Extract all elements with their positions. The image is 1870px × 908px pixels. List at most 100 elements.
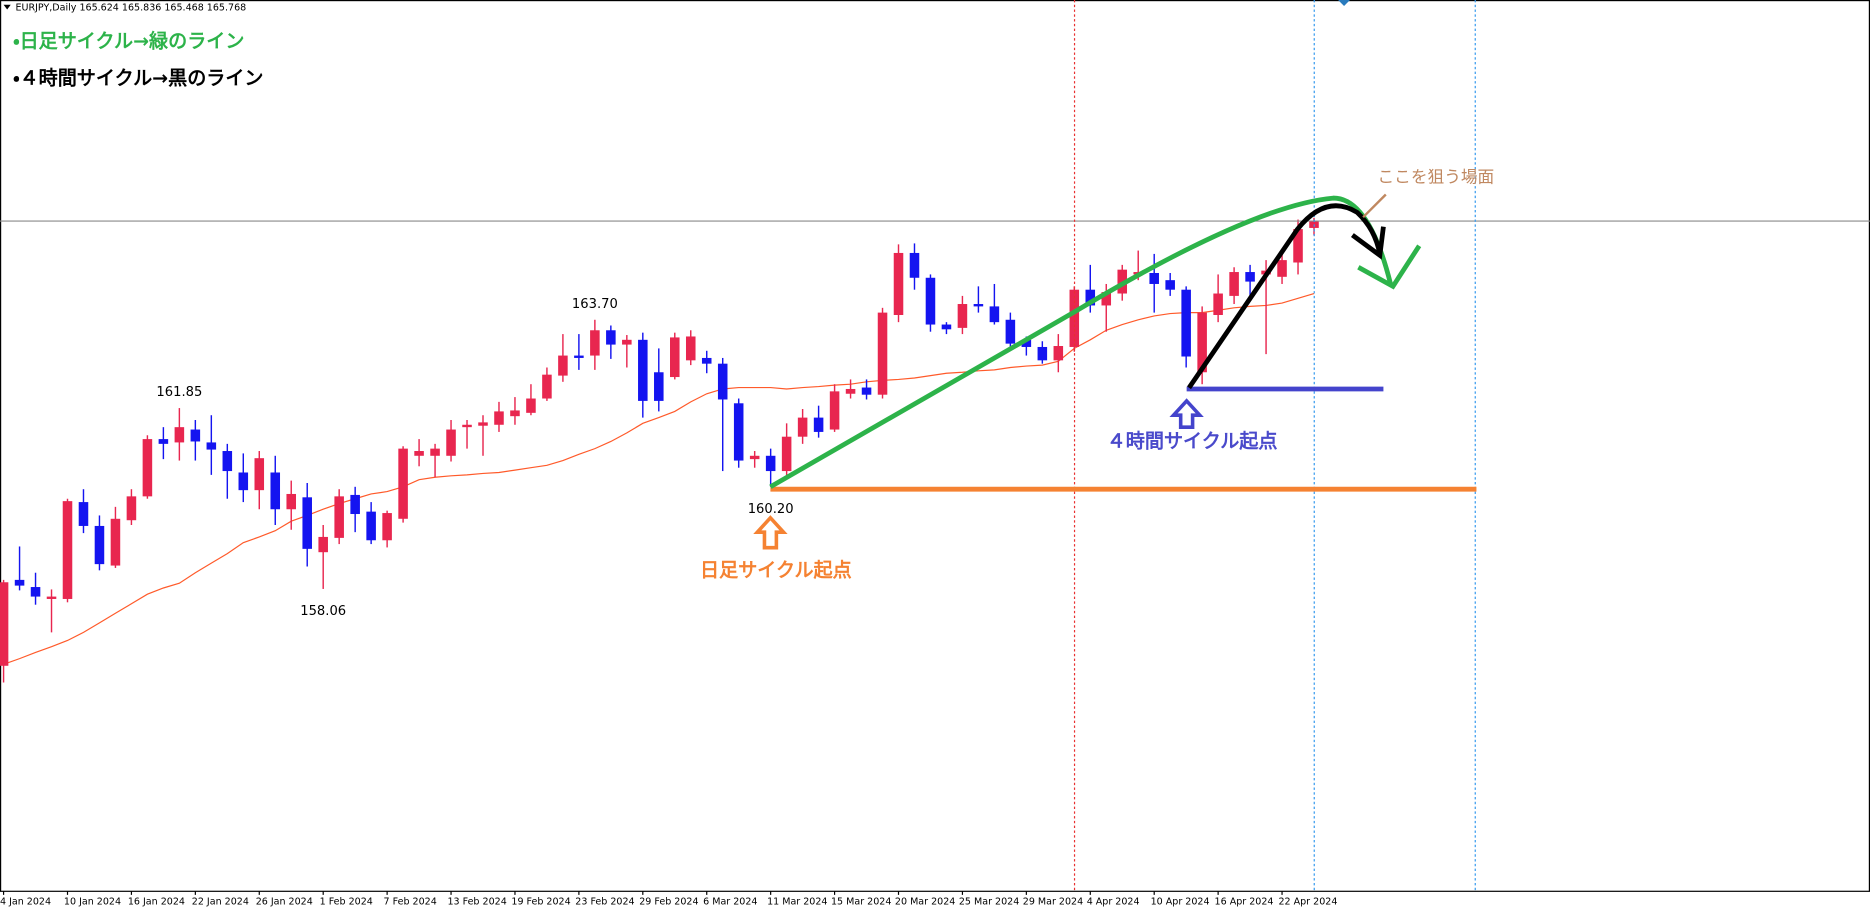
x-tick-label: 29 Feb 2024 [639,896,698,907]
candle-body [350,494,360,515]
candle-body [1005,319,1016,344]
price-label: 163.70 [572,297,618,312]
candle-body [254,458,265,491]
candle-body [1181,289,1191,357]
x-tick-label: 1 Feb 2024 [320,896,373,907]
candle-body [190,429,201,442]
candle-body [1085,289,1096,306]
candle-body [1069,289,1080,347]
candle-body [158,439,169,444]
candle-body [286,493,297,510]
x-tick-label: 19 Feb 2024 [511,896,570,907]
h4-cycle-curve [1187,203,1383,390]
callout-text: ここを狙う場面 [1377,167,1494,187]
price-label: 161.85 [156,385,202,400]
x-tick-label: 22 Apr 2024 [1278,896,1337,907]
candle-body [590,330,600,356]
candle-body [142,439,153,497]
candle-body [1245,272,1255,282]
shift-marker [1338,0,1351,6]
candle-body [478,422,488,426]
candle-body [877,312,888,395]
x-tick-label: 4 Apr 2024 [1087,896,1140,907]
candle-body [1293,229,1303,263]
candle-body [382,513,392,541]
x-tick-label: 11 Mar 2024 [767,896,827,907]
x-tick-label: 29 Mar 2024 [1023,896,1083,907]
up-arrow [1169,398,1204,429]
candle-body [1149,272,1159,284]
candle-body [318,536,328,553]
candle-body [925,277,936,325]
candle-body [765,455,776,472]
open-price: 165.624 [79,3,118,14]
candle-body [941,324,952,330]
candle-body [494,411,504,425]
candle-body [685,336,696,361]
candle-body [1229,272,1239,296]
candle-body [302,497,312,549]
candle-body [1197,312,1207,373]
x-tick-label: 6 Mar 2024 [703,896,757,907]
candle-body [414,451,424,456]
candle-body [1053,346,1064,361]
candle-body [366,511,376,541]
candle-body [845,388,856,394]
candle-body [797,417,808,437]
candle-body [957,304,968,328]
candle-body [813,417,824,432]
candle-body [430,448,440,456]
candle-body [126,496,137,521]
x-tick-label: 25 Mar 2024 [959,896,1019,907]
candle-body [542,374,552,399]
x-tick-label: 7 Feb 2024 [384,896,437,907]
x-tick-label: 10 Jan 2024 [64,896,121,907]
callout-line [1362,193,1387,219]
candle-body [46,596,57,599]
x-tick-label: 20 Mar 2024 [895,896,955,907]
x-tick-label: 16 Jan 2024 [128,896,185,907]
high-price: 165.836 [122,3,161,14]
candle-body [1277,260,1287,277]
candle-body [749,455,760,460]
x-tick-label: 13 Feb 2024 [447,896,506,907]
candle-body [334,496,344,538]
x-tick-label: 16 Apr 2024 [1215,896,1274,907]
low-price: 165.468 [164,3,203,14]
candle-body [622,339,632,345]
candle-body [829,391,840,430]
candle-body [510,410,520,417]
legend-note: ・日足サイクル→緑のライン [13,30,244,53]
candle-body [78,502,89,526]
candle-body [62,501,73,599]
candle-body [462,424,472,428]
candle-body [670,337,680,378]
x-tick-label: 23 Feb 2024 [575,896,634,907]
candle-body [14,579,25,586]
price-label: 160.20 [748,502,794,517]
candle-body [174,427,185,443]
candle-body [558,355,568,376]
symbol-title: EURJPY,Daily [16,3,77,14]
close-price: 165.768 [207,3,246,14]
menu-icon [3,4,11,10]
candle-body [238,472,249,491]
candle-body [574,355,584,358]
candle-body [526,398,536,413]
legend-note: ・４時間サイクル→黒のライン [13,68,263,90]
annotation-text: 日足サイクル起点 [700,559,852,581]
candle-body [1021,339,1032,347]
x-tick-label: 22 Jan 2024 [192,896,249,907]
candle-body [654,372,664,401]
price-label: 158.06 [300,604,346,619]
daily-cycle-arrowhead [1357,244,1422,290]
candle-body [30,587,41,597]
x-tick-label: 4 Jan 2024 [0,896,51,907]
candle-body [861,387,872,395]
x-tick-label: 15 Mar 2024 [831,896,891,907]
candle-body [398,448,408,519]
